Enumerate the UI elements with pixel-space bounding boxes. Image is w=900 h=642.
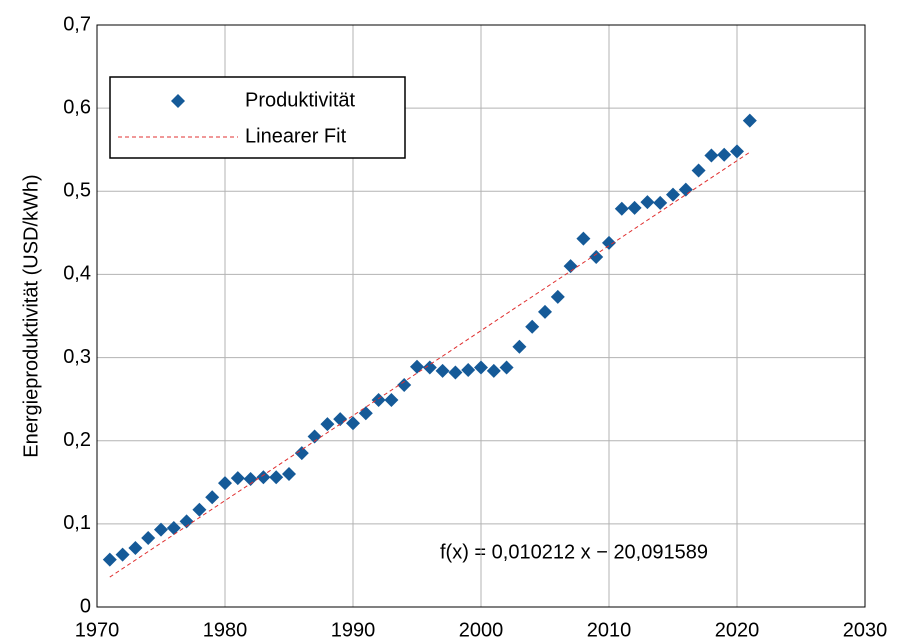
data-point bbox=[218, 476, 232, 491]
legend-marker bbox=[171, 94, 185, 108]
data-point bbox=[358, 406, 373, 421]
data-point bbox=[448, 365, 463, 380]
legend-label: Produktivität bbox=[245, 89, 355, 111]
data-point bbox=[243, 471, 258, 486]
y-tick-label: 0,2 bbox=[63, 429, 91, 451]
data-point bbox=[474, 360, 488, 375]
y-tick-label: 0,1 bbox=[63, 512, 91, 534]
data-point bbox=[525, 319, 540, 334]
data-point bbox=[320, 417, 335, 432]
data-point bbox=[282, 466, 296, 481]
y-tick-label: 0 bbox=[80, 595, 91, 617]
y-tick-label: 0,7 bbox=[63, 13, 91, 35]
data-point bbox=[410, 359, 424, 374]
data-point bbox=[115, 547, 130, 562]
data-point bbox=[589, 249, 604, 264]
fit-line bbox=[109, 151, 751, 578]
x-tick-label: 1970 bbox=[75, 619, 120, 641]
data-point bbox=[141, 530, 156, 545]
data-point bbox=[640, 195, 655, 210]
data-point bbox=[422, 360, 437, 375]
data-point bbox=[691, 163, 706, 178]
data-point bbox=[371, 392, 386, 407]
data-point bbox=[678, 182, 693, 197]
data-point bbox=[666, 187, 680, 202]
x-tick-label: 2030 bbox=[843, 619, 888, 641]
data-point bbox=[397, 378, 412, 393]
data-point bbox=[717, 147, 732, 162]
data-point bbox=[602, 235, 616, 250]
y-tick-label: 0,3 bbox=[63, 346, 91, 368]
data-point bbox=[205, 490, 220, 505]
data-point bbox=[192, 502, 207, 517]
data-point bbox=[294, 446, 309, 461]
data-point bbox=[653, 195, 668, 210]
data-point bbox=[128, 540, 143, 555]
data-point bbox=[486, 363, 501, 378]
data-point bbox=[461, 363, 476, 378]
data-point bbox=[384, 392, 399, 407]
data-point bbox=[563, 259, 578, 274]
data-point bbox=[538, 304, 552, 319]
x-tick-label: 1980 bbox=[203, 619, 248, 641]
x-tick-label: 1990 bbox=[331, 619, 376, 641]
data-point bbox=[307, 429, 322, 444]
data-point bbox=[512, 339, 527, 354]
annotation: f(x) = 0,010212 x − 20,091589 bbox=[440, 541, 708, 563]
data-point bbox=[730, 144, 744, 159]
data-point bbox=[499, 360, 514, 375]
x-tick-label: 2010 bbox=[587, 619, 632, 641]
y-tick-label: 0,4 bbox=[63, 263, 91, 285]
data-point bbox=[230, 471, 245, 486]
data-point bbox=[742, 113, 757, 128]
data-point bbox=[154, 522, 168, 537]
y-axis-label: Energieproduktivität (USD/kWh) bbox=[20, 174, 42, 457]
data-point bbox=[550, 289, 565, 304]
legend-box bbox=[109, 76, 406, 159]
plot-frame bbox=[96, 24, 866, 608]
data-point bbox=[614, 201, 629, 216]
data-point bbox=[576, 231, 591, 246]
data-point bbox=[179, 514, 194, 529]
y-tick-label: 0,6 bbox=[63, 96, 91, 118]
x-tick-label: 2000 bbox=[459, 619, 504, 641]
data-point bbox=[704, 148, 719, 163]
data-point bbox=[269, 470, 284, 485]
x-tick-label: 2020 bbox=[715, 619, 760, 641]
data-point bbox=[333, 412, 348, 427]
legend-label: Linearer Fit bbox=[245, 125, 347, 147]
data-point bbox=[627, 200, 642, 215]
data-point bbox=[346, 416, 360, 431]
data-point bbox=[102, 552, 117, 567]
data-point bbox=[256, 470, 271, 485]
data-point bbox=[435, 363, 450, 378]
data-point bbox=[166, 521, 181, 536]
y-tick-label: 0,5 bbox=[63, 180, 91, 202]
